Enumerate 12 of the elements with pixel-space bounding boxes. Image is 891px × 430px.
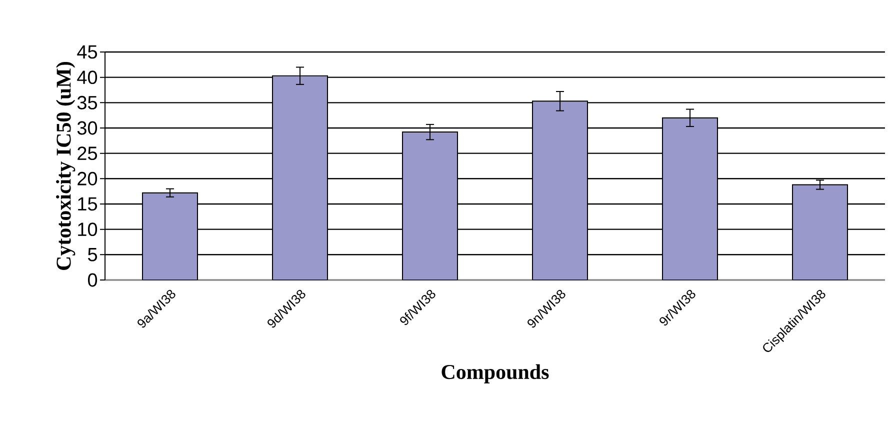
x-axis-title: Compounds — [442, 364, 549, 384]
y-tick-label: 25 — [78, 146, 98, 160]
y-tick-label: 30 — [77, 121, 98, 135]
y-tick-label: 10 — [78, 222, 98, 236]
y-tick-label: 45 — [77, 45, 98, 59]
y-tick-label: 40 — [77, 70, 98, 84]
y-tick-label: 0 — [88, 273, 98, 287]
y-tick-label: 20 — [78, 172, 98, 186]
y-tick-label: 35 — [77, 96, 98, 110]
y-tick-label: 15 — [78, 197, 98, 211]
y-axis-title: Cytotoxicity IC50 (uM) — [56, 62, 76, 270]
y-tick-label: 5 — [88, 248, 98, 262]
